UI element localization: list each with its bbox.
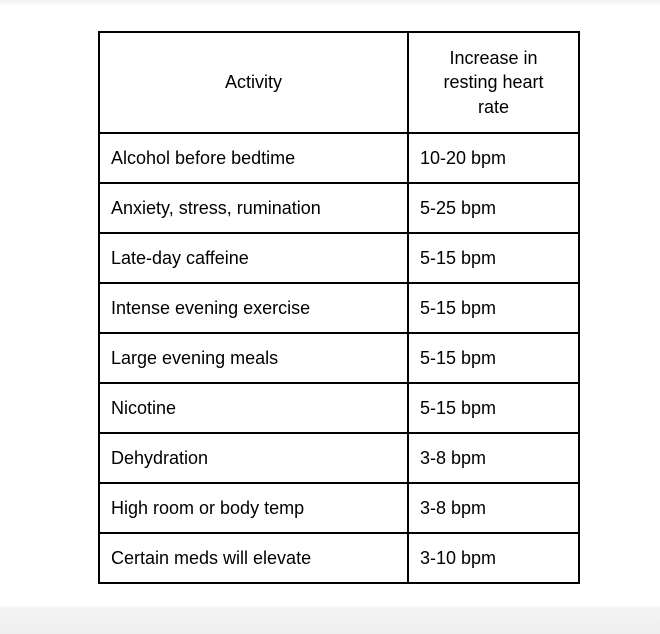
table-row: High room or body temp 3-8 bpm xyxy=(98,482,580,534)
increase-cell: 5-15 bpm xyxy=(407,232,580,284)
table-row: Large evening meals 5-15 bpm xyxy=(98,332,580,384)
activity-cell: High room or body temp xyxy=(98,482,409,534)
table-row: Dehydration 3-8 bpm xyxy=(98,432,580,484)
increase-cell: 3-10 bpm xyxy=(407,532,580,584)
activity-cell: Large evening meals xyxy=(98,332,409,384)
column-header-increase: Increase in resting heart rate xyxy=(407,31,580,134)
table-row: Certain meds will elevate 3-10 bpm xyxy=(98,532,580,584)
table-row: Intense evening exercise 5-15 bpm xyxy=(98,282,580,334)
header-row: Activity Increase in resting heart rate xyxy=(98,31,580,134)
activity-cell: Nicotine xyxy=(98,382,409,434)
increase-cell: 10-20 bpm xyxy=(407,132,580,184)
increase-cell: 5-15 bpm xyxy=(407,332,580,384)
activity-cell: Certain meds will elevate xyxy=(98,532,409,584)
activity-cell: Dehydration xyxy=(98,432,409,484)
table-row: Anxiety, stress, rumination 5-25 bpm xyxy=(98,182,580,234)
activity-cell: Intense evening exercise xyxy=(98,282,409,334)
top-edge-strip xyxy=(0,0,660,6)
activity-cell: Alcohol before bedtime xyxy=(98,132,409,184)
increase-cell: 3-8 bpm xyxy=(407,432,580,484)
increase-cell: 5-15 bpm xyxy=(407,382,580,434)
table-row: Late-day caffeine 5-15 bpm xyxy=(98,232,580,284)
bottom-edge-strip xyxy=(0,606,660,634)
column-header-increase-label: Increase in resting heart rate xyxy=(443,48,544,117)
activity-cell: Anxiety, stress, rumination xyxy=(98,182,409,234)
increase-cell: 5-25 bpm xyxy=(407,182,580,234)
table-row: Alcohol before bedtime 10-20 bpm xyxy=(98,132,580,184)
column-header-activity: Activity xyxy=(98,31,409,134)
table-row: Nicotine 5-15 bpm xyxy=(98,382,580,434)
increase-cell: 3-8 bpm xyxy=(407,482,580,534)
increase-cell: 5-15 bpm xyxy=(407,282,580,334)
heart-rate-table: Activity Increase in resting heart rate … xyxy=(98,31,580,584)
column-header-activity-label: Activity xyxy=(224,72,282,93)
activity-cell: Late-day caffeine xyxy=(98,232,409,284)
